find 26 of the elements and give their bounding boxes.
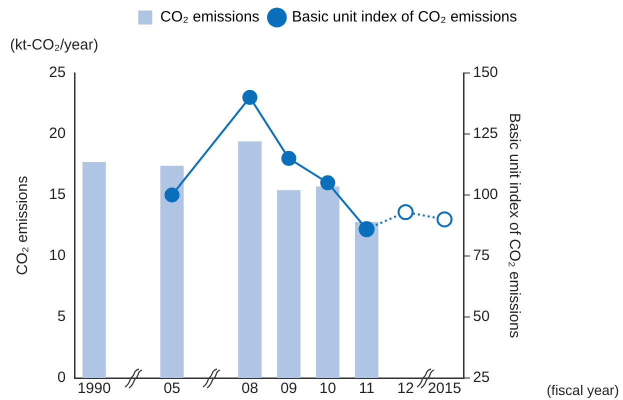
text: (kt-CO₂/year) (10, 36, 98, 54)
y-tick-label: 20 (48, 125, 66, 142)
x-tick-label: 05 (164, 380, 180, 398)
x-tick-label: 09 (280, 380, 298, 398)
y2-tick-label: 50 (472, 308, 490, 326)
x-axis-title: (fiscal year) (546, 382, 619, 398)
y-tick-label: 25 (48, 64, 66, 82)
y-tick-label: 5 (57, 308, 66, 326)
legend-label: Basic unit index of CO₂ emissions (292, 8, 518, 26)
y-tick-label: 0 (57, 369, 66, 386)
y2-tick-label: 100 (472, 186, 498, 204)
x-tick-label: 11 (358, 380, 374, 398)
x-tick-label: 12 (397, 380, 414, 398)
x-tick-label: 10 (319, 380, 336, 398)
y-tick-label: 15 (48, 186, 66, 204)
legend-label: CO₂ emissions (160, 8, 260, 26)
y2-tick-label: 125 (472, 125, 498, 142)
x-tick-label: 1990 (77, 380, 111, 398)
y-axis-title: CO₂ emissions (14, 176, 32, 276)
x-tick-label: 2015 (428, 380, 462, 398)
y2-tick-label: 75 (472, 247, 490, 264)
y2-axis-title: Basic unit index of CO₂ emissions (506, 112, 523, 338)
x-tick-label: 08 (242, 380, 258, 398)
y2-tick-label: 150 (472, 64, 498, 82)
y-tick-label: 10 (48, 247, 66, 264)
y2-tick-label: 25 (472, 369, 490, 386)
